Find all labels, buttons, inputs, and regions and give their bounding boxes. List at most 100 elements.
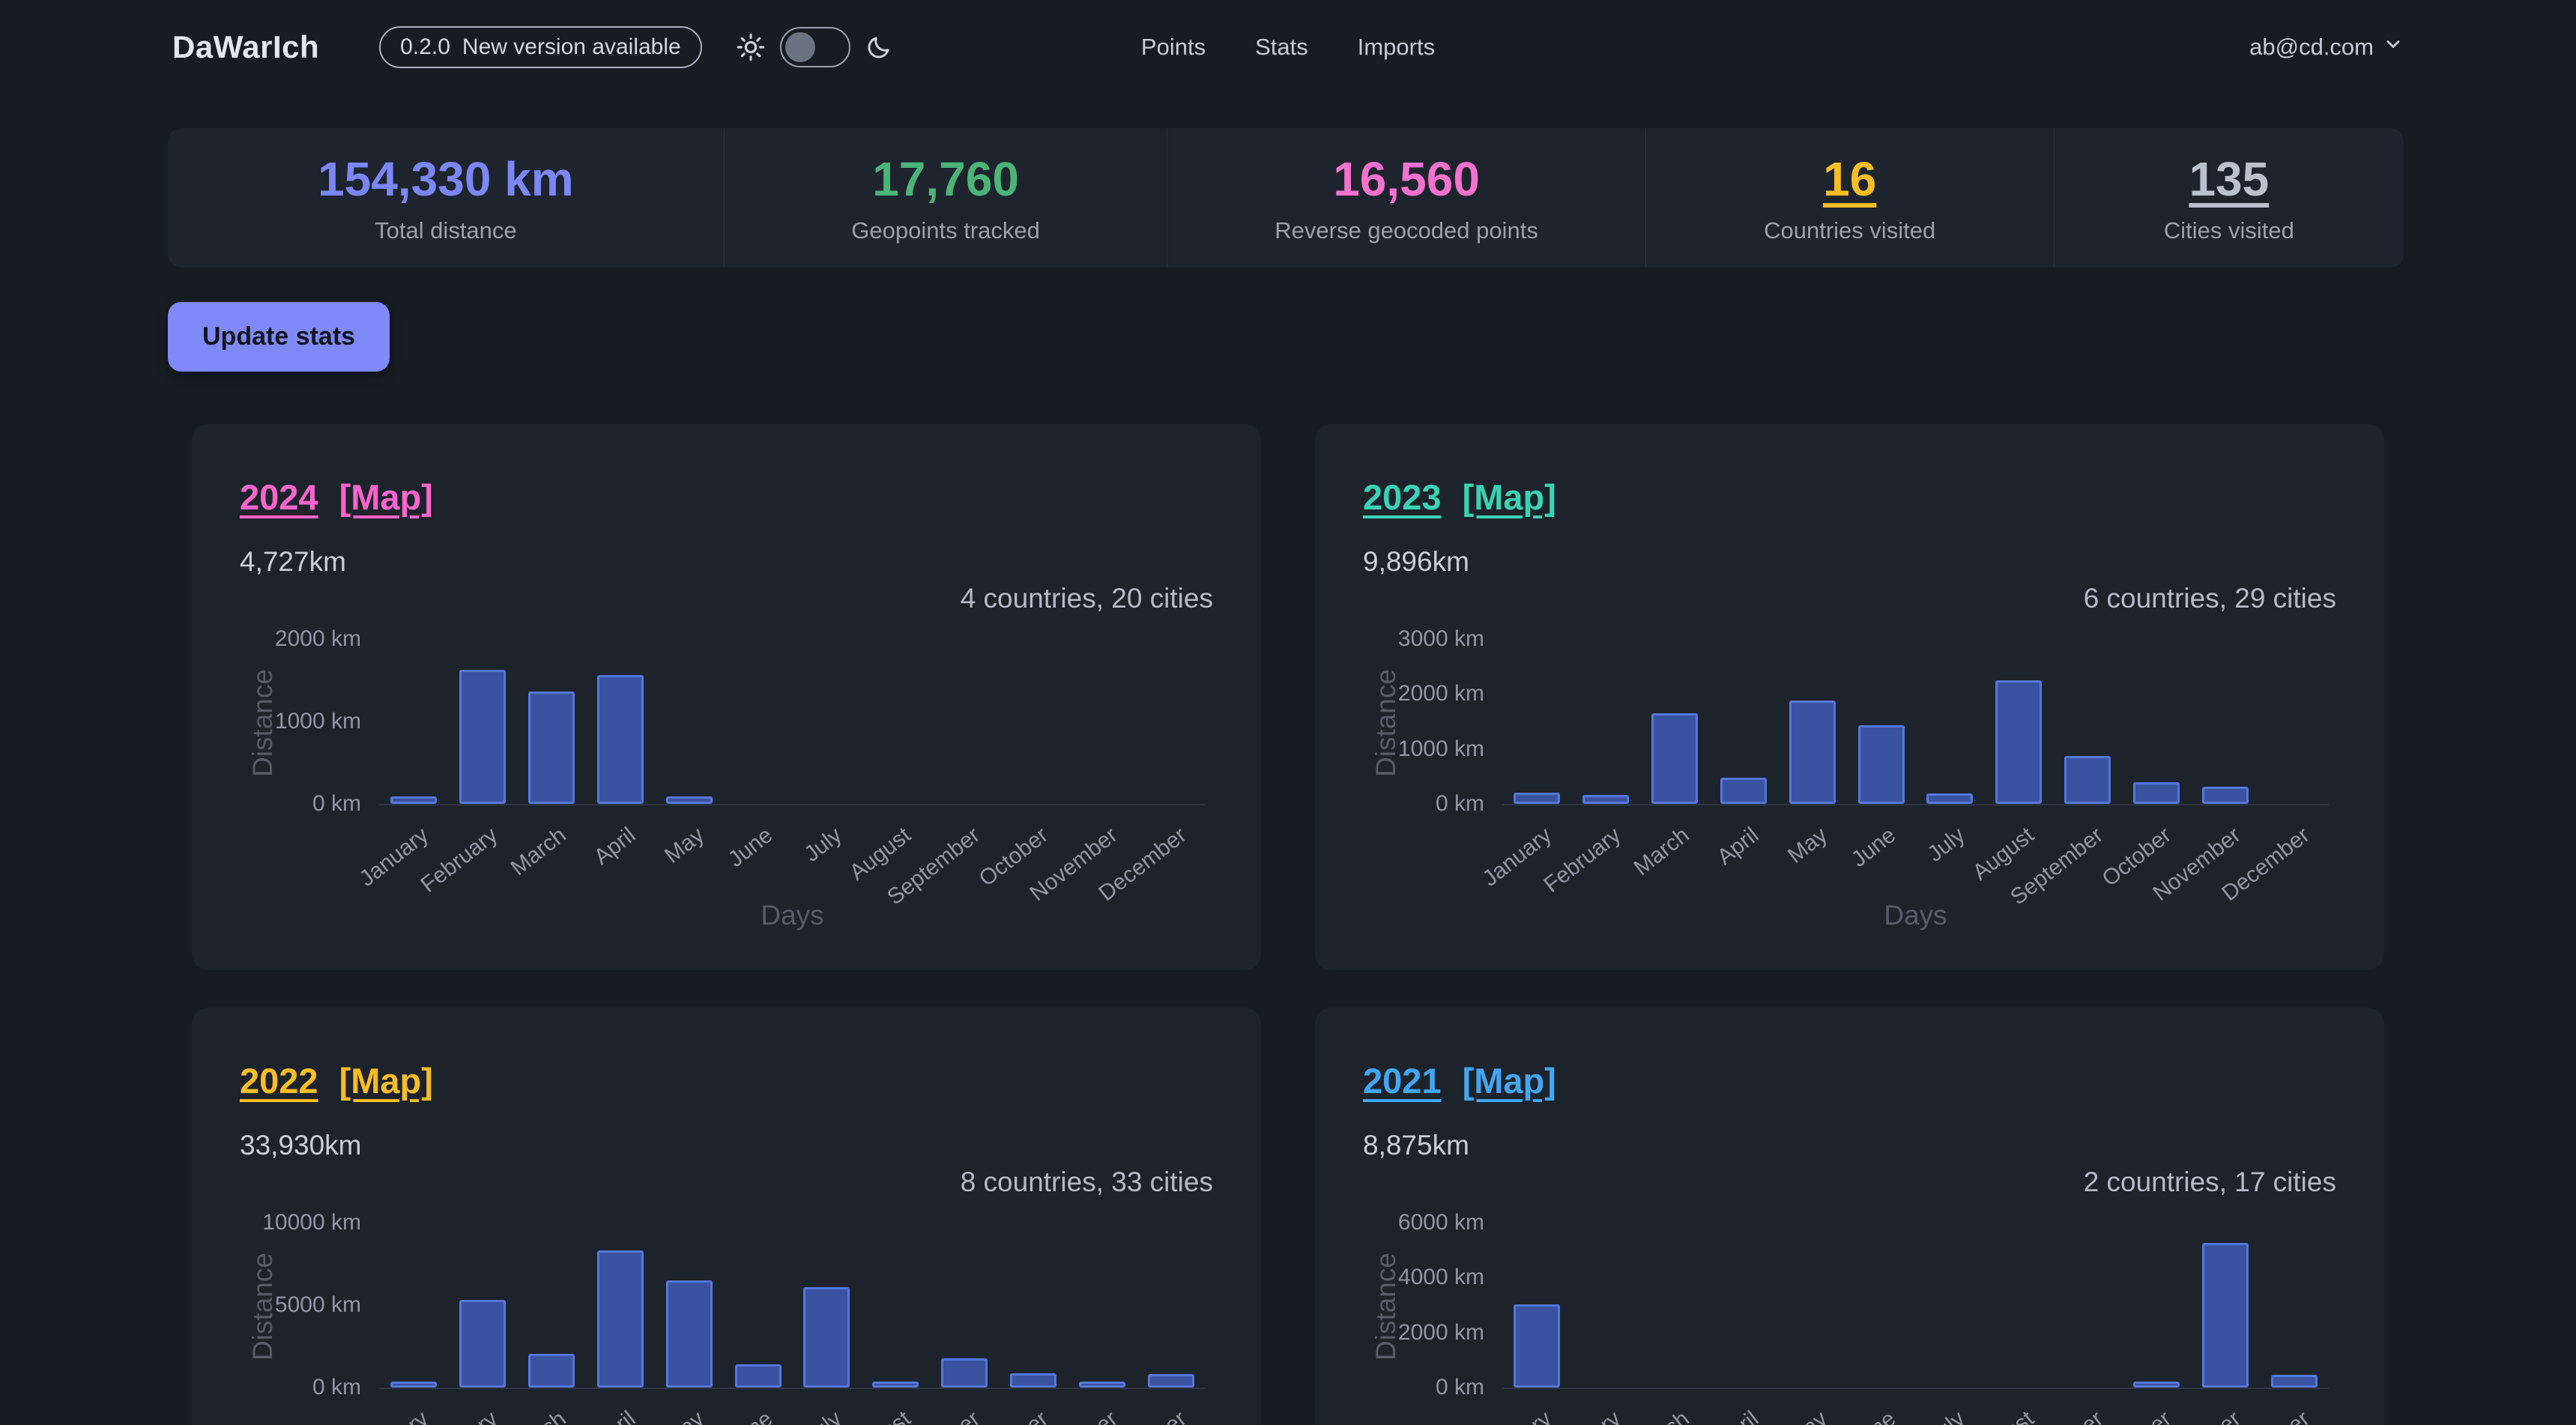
month-label: May <box>1783 1406 1833 1425</box>
main-nav: Points Stats Imports <box>1141 34 1435 61</box>
bar-slot <box>517 1224 586 1388</box>
month-label: June <box>1847 1406 1901 1425</box>
bar-slot <box>1984 1224 2053 1388</box>
bar-slot <box>793 1224 862 1388</box>
month-label: April <box>1712 823 1764 870</box>
month-label: June <box>1847 823 1901 873</box>
month-label: April <box>1712 1406 1763 1425</box>
user-email: ab@cd.com <box>2249 33 2374 60</box>
y-axis-tick: 2000 km <box>274 626 361 651</box>
bar-August[interactable] <box>872 1382 919 1388</box>
y-axis-title: Distance <box>1370 669 1401 777</box>
map-link[interactable]: [Map] <box>339 1061 433 1101</box>
year-link[interactable]: 2022 <box>240 1061 318 1101</box>
bar-April[interactable] <box>596 1250 644 1388</box>
nav-imports[interactable]: Imports <box>1357 33 1436 60</box>
stat-label: Reverse geocoded points <box>1275 217 1538 243</box>
bar-April[interactable] <box>596 675 644 804</box>
bar-February[interactable] <box>459 670 506 804</box>
month-label: October <box>975 1406 1053 1425</box>
nav-stats[interactable]: Stats <box>1255 33 1308 60</box>
map-link[interactable]: [Map] <box>1462 1061 1556 1101</box>
bar-August[interactable] <box>1995 680 2043 804</box>
stats-bar: 154,330 km Total distance 17,760 Geopoin… <box>168 128 2404 267</box>
nav-points[interactable]: Points <box>1140 33 1206 60</box>
stat-value: 17,760 <box>872 152 1019 206</box>
month-label: May <box>660 1406 710 1425</box>
bar-September[interactable] <box>2064 756 2111 804</box>
bar-May[interactable] <box>665 1280 713 1388</box>
bar-November[interactable] <box>2202 787 2249 804</box>
bar-February[interactable] <box>459 1300 506 1388</box>
bar-October[interactable] <box>2133 782 2180 804</box>
bar-January[interactable] <box>1513 793 1560 804</box>
bar-June[interactable] <box>1857 725 1905 804</box>
bar-January[interactable] <box>390 796 437 804</box>
bar-October[interactable] <box>1010 1373 1057 1388</box>
bar-slot <box>379 1224 448 1388</box>
bar-slot <box>1571 1224 1640 1388</box>
bar-July[interactable] <box>1926 793 1974 804</box>
stat-label: Total distance <box>375 217 517 243</box>
bar-slot <box>517 641 586 804</box>
bar-March[interactable] <box>1651 713 1698 804</box>
month-label: July <box>799 1406 847 1425</box>
theme-switcher <box>737 26 892 67</box>
chart-plot-area: 0 km 2000 km 4000 km 6000 km <box>1398 1210 2329 1400</box>
bar-slot <box>1640 641 1709 804</box>
month-label: March <box>507 823 572 881</box>
cities-visited-link[interactable]: 135 <box>2189 152 2270 206</box>
bar-slot <box>448 1224 517 1388</box>
bar-November[interactable] <box>1079 1382 1126 1388</box>
bar-slot <box>1847 641 1916 804</box>
bar-December[interactable] <box>2271 1375 2318 1388</box>
y-axis-tick: 0 km <box>1435 791 1484 816</box>
bar-January[interactable] <box>1513 1304 1560 1388</box>
month-label: April <box>589 823 641 870</box>
bar-slot <box>655 1224 724 1388</box>
bar-March[interactable] <box>527 1354 575 1388</box>
month-label: August <box>1968 1406 2040 1425</box>
theme-toggle[interactable] <box>779 26 850 67</box>
bar-February[interactable] <box>1582 795 1629 804</box>
y-axis-tick: 1000 km <box>1397 736 1484 761</box>
bar-June[interactable] <box>734 1364 781 1388</box>
countries-visited-link[interactable]: 16 <box>1823 152 1877 206</box>
bar-March[interactable] <box>527 692 575 804</box>
bar-October[interactable] <box>2133 1382 2180 1388</box>
bar-July[interactable] <box>803 1287 850 1388</box>
map-link[interactable]: [Map] <box>1462 477 1556 517</box>
y-axis-title: Distance <box>247 1253 278 1361</box>
month-label: January <box>1478 1406 1557 1425</box>
y-axis-tick: 6000 km <box>1397 1210 1484 1235</box>
year-chart: Distance 0 km 1000 km 2000 km January Februar… <box>240 626 1213 955</box>
month-label: July <box>1923 823 1970 867</box>
bar-slot <box>2191 1224 2260 1388</box>
version-badge[interactable]: 0.2.0 New version available <box>379 25 702 68</box>
year-link[interactable]: 2021 <box>1363 1061 1442 1101</box>
user-menu[interactable]: ab@cd.com <box>2249 34 2404 61</box>
map-link[interactable]: [Map] <box>339 477 433 517</box>
y-axis-tick: 0 km <box>1435 1375 1484 1400</box>
y-axis-tick: 0 km <box>312 1375 361 1400</box>
year-card-2021: 2021 [Map] 8,875km 2 countries, 17 citie… <box>1315 1008 2384 1425</box>
bar-slot <box>2122 1224 2191 1388</box>
bar-slot <box>930 1224 999 1388</box>
bar-April[interactable] <box>1720 778 1767 804</box>
bar-slot <box>1502 641 1571 804</box>
bar-December[interactable] <box>1148 1374 1195 1388</box>
year-card-2022: 2022 [Map] 33,930km 8 countries, 33 citi… <box>192 1008 1261 1425</box>
chart-plot-area: 0 km 5000 km 10000 km <box>262 1210 1206 1400</box>
year-total-distance: 9,896km <box>1363 546 1469 577</box>
bar-May[interactable] <box>1789 701 1836 804</box>
bar-November[interactable] <box>2202 1243 2249 1388</box>
bar-May[interactable] <box>665 796 713 804</box>
month-label: March <box>1630 1406 1695 1425</box>
year-link[interactable]: 2023 <box>1363 477 1442 517</box>
update-stats-button[interactable]: Update stats <box>168 302 390 372</box>
bar-January[interactable] <box>390 1382 437 1388</box>
stat-geopoints-tracked: 17,760 Geopoints tracked <box>723 128 1167 267</box>
bar-September[interactable] <box>941 1358 988 1388</box>
bar-slot <box>1068 1224 1137 1388</box>
year-link[interactable]: 2024 <box>240 477 318 517</box>
